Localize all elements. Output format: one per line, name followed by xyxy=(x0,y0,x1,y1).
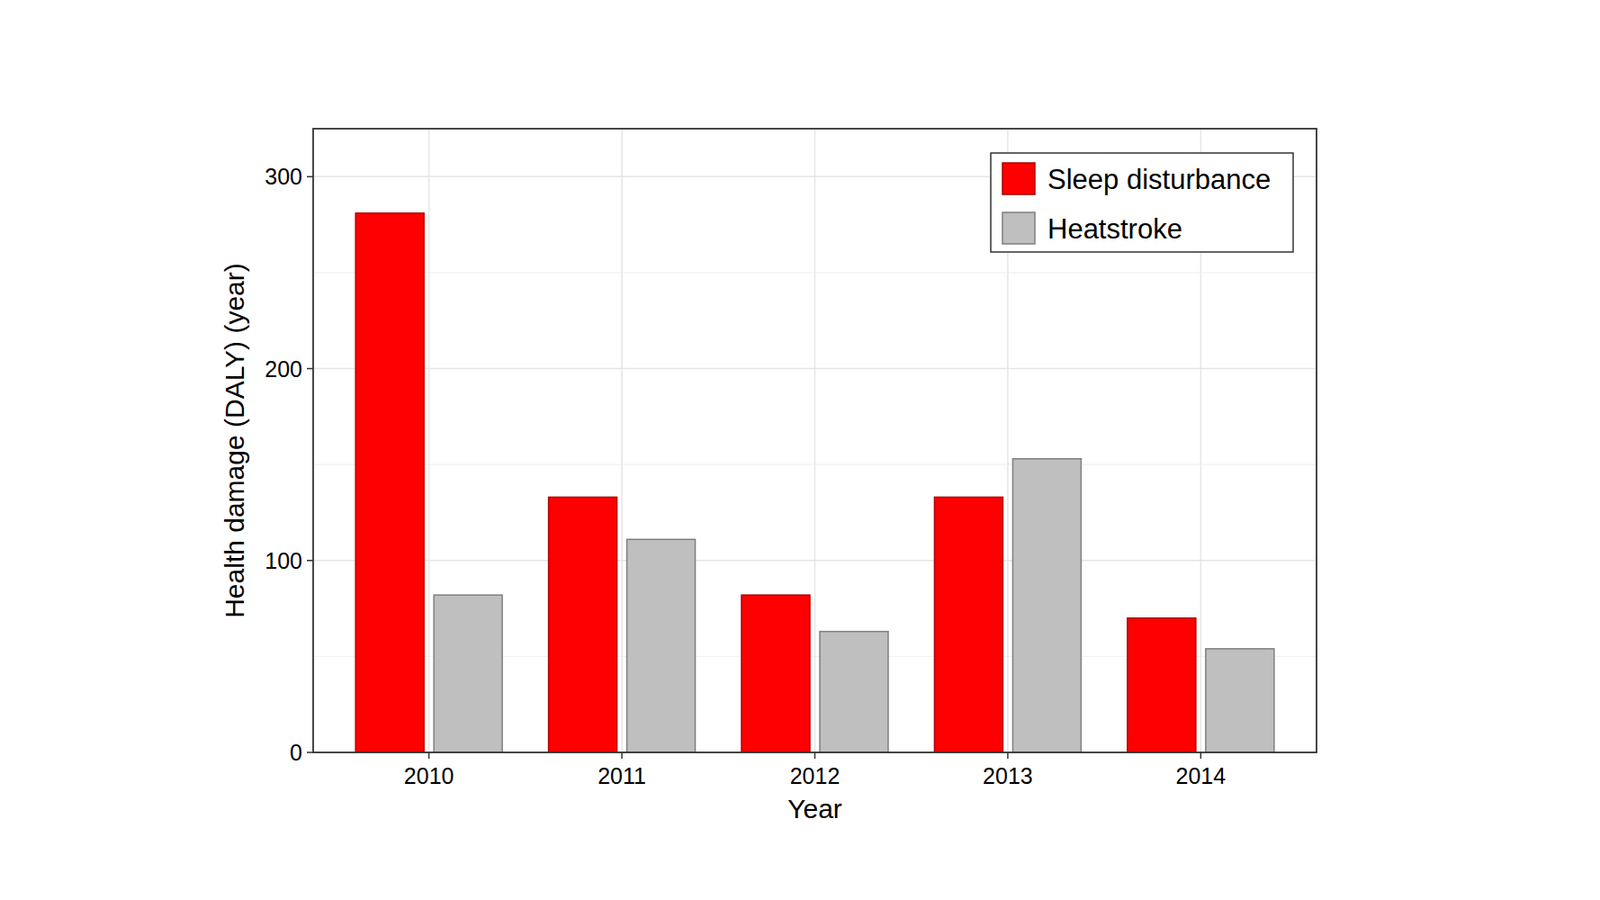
chart-root: 0 100 200 300 2010 2011 2012 2013 2014 Year Health… xyxy=(0,0,1600,900)
x-tick-label: 2014 xyxy=(1176,763,1227,789)
plot-frame xyxy=(313,128,1317,753)
y-tick-label: 300 xyxy=(264,163,303,189)
x-tick-label: 2012 xyxy=(790,763,841,789)
y-tick-label: 200 xyxy=(264,356,303,382)
legend: Sleep disturbance Heatstroke xyxy=(990,152,1294,252)
x-tick xyxy=(620,752,623,759)
legend-label: Sleep disturbance xyxy=(1047,163,1271,196)
bars xyxy=(355,213,1275,753)
grid-line-x xyxy=(814,128,817,753)
y-tick xyxy=(306,368,314,370)
bar xyxy=(1127,618,1196,753)
bar xyxy=(433,594,503,753)
x-axis-title: Year xyxy=(787,793,843,824)
bar xyxy=(934,496,1003,753)
x-tick xyxy=(1200,752,1203,759)
plot-background xyxy=(313,128,1317,753)
bar xyxy=(355,213,424,753)
bar xyxy=(548,496,618,753)
bar xyxy=(819,631,889,753)
bar xyxy=(627,539,696,753)
x-tick xyxy=(814,752,817,759)
y-tick xyxy=(306,176,314,179)
grid xyxy=(313,128,1317,753)
x-tick xyxy=(1006,752,1009,759)
x-tick-label: 2013 xyxy=(982,763,1034,789)
legend-swatch xyxy=(1002,212,1035,244)
bar xyxy=(1205,648,1275,753)
y-axis-title: Health damage (DALY) (year) xyxy=(219,262,250,619)
grid-line-x xyxy=(620,128,623,753)
legend-swatch xyxy=(1002,162,1035,195)
y-tick-label: 0 xyxy=(289,739,303,765)
y-tick-label: 100 xyxy=(264,548,303,574)
x-tick-label: 2011 xyxy=(597,763,647,789)
bar xyxy=(741,594,810,753)
legend-box xyxy=(990,152,1294,252)
legend-label: Heatstroke xyxy=(1047,213,1183,245)
chart: 0 100 200 300 2010 2011 2012 2013 2014 Year Health… xyxy=(0,0,1600,900)
x-tick xyxy=(428,752,431,759)
grid-line-x xyxy=(428,128,431,753)
x-tick-label: 2010 xyxy=(404,763,455,789)
bar xyxy=(1012,458,1081,753)
y-tick xyxy=(306,751,314,754)
y-tick xyxy=(306,559,314,562)
